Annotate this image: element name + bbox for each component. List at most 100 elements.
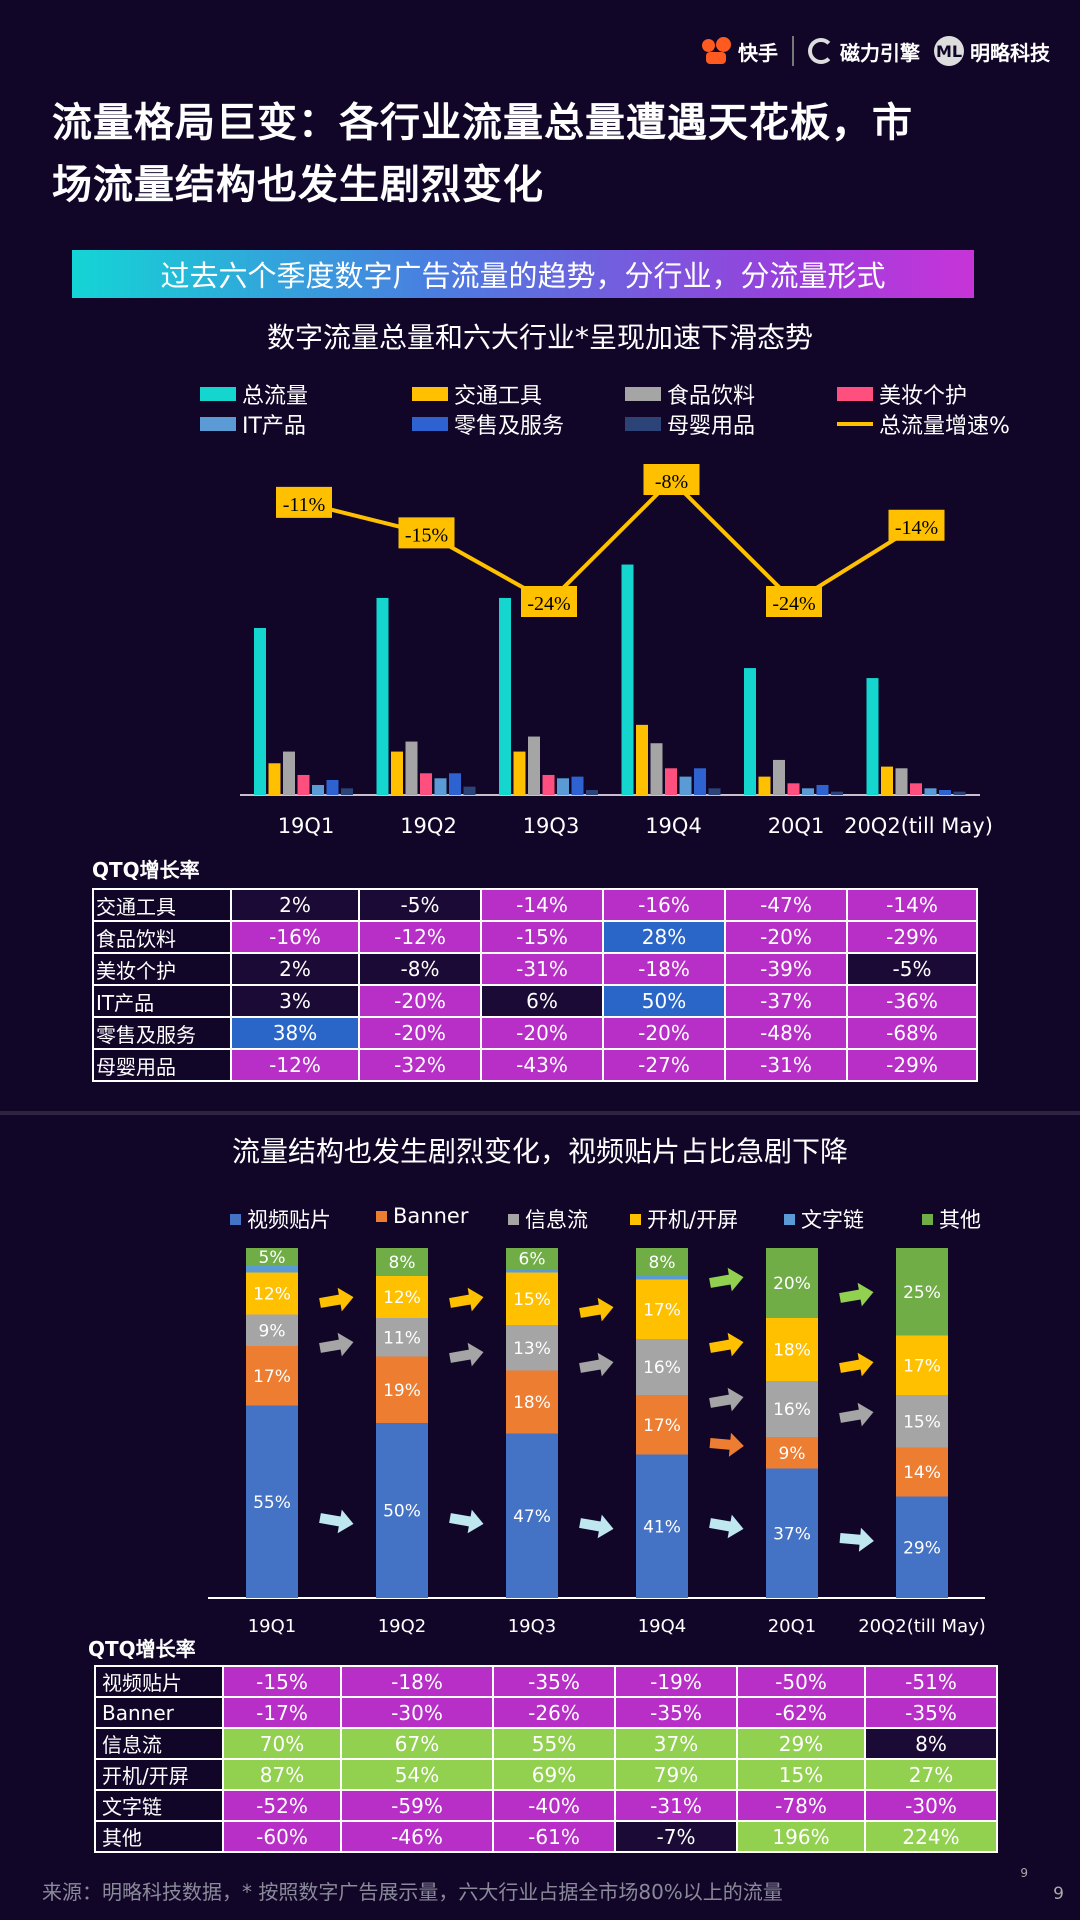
minglue-logo: ML 明略科技 xyxy=(934,36,1050,66)
chart2-bar-segment xyxy=(376,1248,428,1276)
trend-arrow-icon xyxy=(709,1267,744,1292)
table-row: IT产品 3% -20% 6% 50% -37% -36% xyxy=(92,984,978,1018)
table-cell: -20% xyxy=(724,920,848,954)
chart1-legend-item: 食品饮料 xyxy=(625,378,755,410)
chart2-legend-item: 信息流 xyxy=(508,1204,588,1234)
chart1-bar xyxy=(463,786,476,795)
section-banner-text: 过去六个季度数字广告流量的趋势，分行业，分流量形式 xyxy=(160,259,886,293)
chart1-legend-label: 总流量 xyxy=(242,384,309,409)
table-row-label: 美妆个护 xyxy=(92,952,232,986)
chart1-bar xyxy=(953,791,966,795)
chart2-legend-label: Banner xyxy=(393,1204,469,1228)
kuaishou-logo: 快手 xyxy=(702,37,778,66)
chart2-x-tick-label: 19Q3 xyxy=(508,1616,557,1637)
chart1-legend-item: 美妆个护 xyxy=(837,378,967,410)
chart1-bar xyxy=(312,784,324,795)
chart1-legend-item: 总流量增速% xyxy=(837,408,1010,440)
chart1-bar xyxy=(499,597,511,795)
trend-arrow-icon xyxy=(449,1287,484,1312)
chart2-bar-segment xyxy=(506,1248,558,1269)
trend-arrow-icon xyxy=(709,1332,744,1357)
chart1-legend-label: 美妆个护 xyxy=(879,384,968,409)
chart2-legend-swatch xyxy=(508,1213,519,1225)
chart2-bar-segment xyxy=(506,1433,558,1598)
table-row-label: 食品饮料 xyxy=(92,920,232,954)
table-row: 视频贴片 -15% -18% -35% -19% -50% -51% xyxy=(94,1665,998,1698)
table-cell: -27% xyxy=(602,1048,726,1082)
section-divider xyxy=(0,1111,1080,1115)
chart1-legend-item: 总流量 xyxy=(200,378,308,410)
table-row-label: 交通工具 xyxy=(92,888,232,922)
chart1-bar xyxy=(513,751,526,795)
table-row: 文字链 -52% -59% -40% -31% -78% -30% xyxy=(94,1789,998,1822)
table-row: 信息流 70% 67% 55% 37% 29% 8% xyxy=(94,1727,998,1760)
chart2-bar-segment xyxy=(636,1248,688,1276)
table-row-label: 视频贴片 xyxy=(94,1665,224,1698)
chart2-bar-segment xyxy=(246,1346,298,1406)
table-cell: 2% xyxy=(230,952,360,986)
chart1-growth-line xyxy=(303,477,918,605)
table-row: 零售及服务 38% -20% -20% -20% -48% -68% xyxy=(92,1016,978,1050)
chart2-legend-label: 信息流 xyxy=(525,1208,588,1232)
chart2-svg: 55% 17% 9% 12% 5% 19Q1 50% 19% 11% 12% 8% 19Q2 47% 18… xyxy=(208,1248,986,1637)
chart1-x-tick-label: 20Q1 xyxy=(768,814,825,838)
chart1-bar xyxy=(586,789,598,795)
chart2-bar-segment xyxy=(376,1318,428,1357)
chart2-bar-segment xyxy=(246,1405,298,1598)
chart2-bar-segment xyxy=(766,1248,818,1318)
chart2-bar-segment xyxy=(506,1269,558,1273)
page-title-line1: 流量格局巨变：各行业流量总量遭遇天花板，市 xyxy=(52,100,913,146)
table-cell: -18% xyxy=(340,1665,494,1698)
chart2-legend-label: 其他 xyxy=(939,1208,981,1232)
chart1-legend-swatch xyxy=(412,387,448,401)
table-cell: 27% xyxy=(864,1758,998,1791)
chart2-bar-segment xyxy=(896,1335,948,1395)
table-cell: -30% xyxy=(864,1789,998,1822)
chart2-data-label: 16% xyxy=(773,1400,811,1420)
chart1-legend-swatch xyxy=(625,417,661,431)
chart1-bar xyxy=(924,788,937,795)
chart2-bar-segment xyxy=(636,1276,688,1280)
table-cell: 28% xyxy=(602,920,726,954)
trend-arrow-icon xyxy=(839,1282,874,1307)
table-row: 母婴用品 -12% -32% -43% -27% -31% -29% xyxy=(92,1048,978,1082)
page-number: 9 xyxy=(1053,1884,1064,1904)
chart2-data-label: 20% xyxy=(773,1274,811,1294)
chart1-bar xyxy=(636,724,648,795)
table-cell: -31% xyxy=(724,1048,848,1082)
chart1-growth-label: -15% xyxy=(405,524,448,546)
chart1-bar xyxy=(831,791,843,795)
table-row-label: 文字链 xyxy=(94,1789,224,1822)
chart1-bar xyxy=(816,784,829,795)
table2-heading: QTQ增长率 xyxy=(88,1637,196,1661)
trend-arrow-icon xyxy=(449,1342,484,1367)
chart1-bar xyxy=(650,743,663,795)
table-cell: 67% xyxy=(340,1727,494,1760)
cili-logo: 磁力引擎 xyxy=(808,37,920,66)
chart2-data-label: 55% xyxy=(253,1493,291,1513)
trend-arrow-icon xyxy=(709,1514,744,1539)
table-cell: -8% xyxy=(358,952,482,986)
chart2-legend-swatch xyxy=(230,1213,241,1225)
chart1-bar xyxy=(376,597,389,795)
chart1-x-tick-label: 19Q3 xyxy=(523,814,580,838)
chart2-data-label: 6% xyxy=(519,1250,546,1270)
chart2-data-label: 9% xyxy=(779,1444,806,1464)
table-cell: -20% xyxy=(480,1016,604,1050)
chart1-growth-label: -24% xyxy=(772,593,815,615)
table-cell: 37% xyxy=(614,1727,738,1760)
table-cell: 69% xyxy=(492,1758,616,1791)
chart2-legend-label: 开机/开屏 xyxy=(647,1208,739,1232)
chart1-growth-label-box xyxy=(398,517,455,549)
chart1-bar xyxy=(939,789,951,795)
source-note: 来源：明略科技数据，* 按照数字广告展示量，六大行业占据全市场80%以上的流量 xyxy=(42,1880,783,1904)
chart1-growth-label-box xyxy=(521,586,577,617)
chart1-legend-label: 零售及服务 xyxy=(454,414,565,439)
chart2-legend-label: 视频贴片 xyxy=(247,1208,331,1232)
chart2-x-tick-label: 19Q2 xyxy=(378,1616,427,1637)
table-cell: -5% xyxy=(846,952,978,986)
chart2-data-label: 17% xyxy=(643,1416,681,1436)
chart2-data-label: 25% xyxy=(903,1283,941,1303)
table-row: 其他 -60% -46% -61% -7% 196% 224% xyxy=(94,1820,998,1853)
table-cell: -16% xyxy=(602,888,726,922)
